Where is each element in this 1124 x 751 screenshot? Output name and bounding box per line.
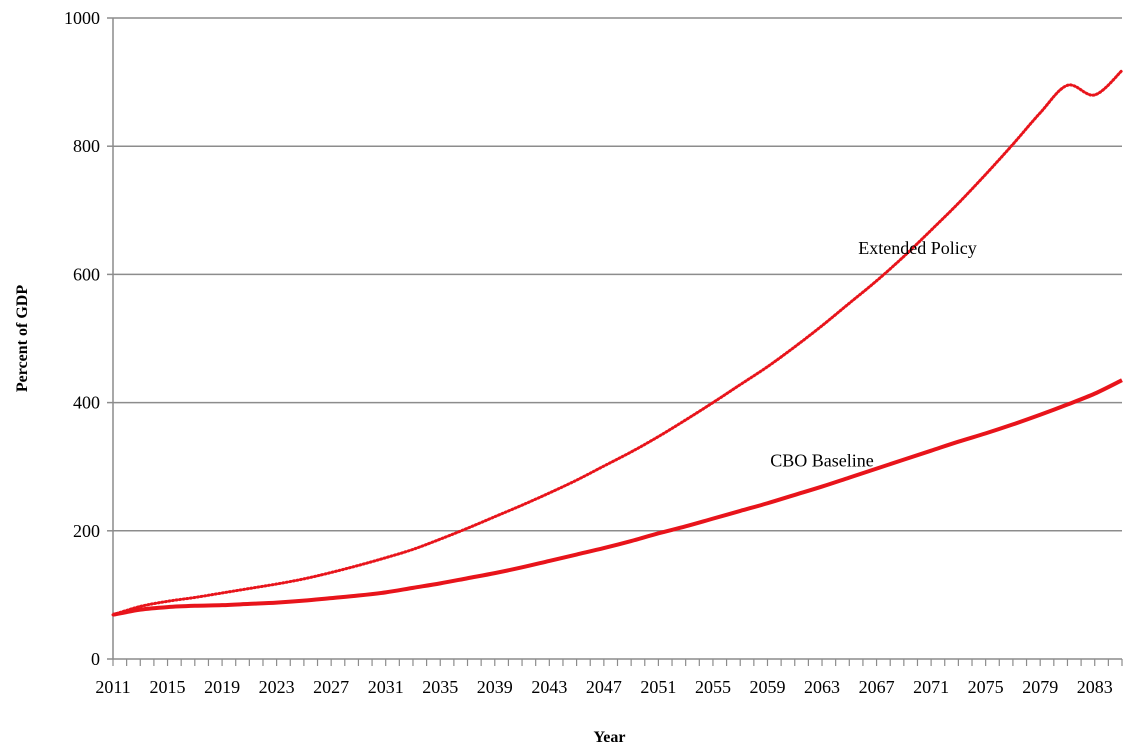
y-tick-label: 400 (73, 393, 100, 413)
x-tick-label: 2039 (477, 677, 513, 697)
x-tick-label: 2071 (913, 677, 949, 697)
gridlines (113, 17, 1122, 532)
x-tick-label: 2079 (1022, 677, 1058, 697)
x-tick-label: 2023 (259, 677, 295, 697)
x-tick-label: 2011 (95, 677, 130, 697)
x-tick-label: 2043 (531, 677, 567, 697)
x-tick-label: 2027 (313, 677, 349, 697)
y-tick-label: 600 (73, 264, 100, 284)
x-tick-label: 2075 (968, 677, 1004, 697)
x-tick-label: 2015 (150, 677, 186, 697)
x-tick-label: 2059 (749, 677, 785, 697)
series-line-cbo-baseline (112, 378, 1123, 617)
y-tick-label: 1000 (64, 8, 100, 28)
labels: Extended Policy CBO Baseline (770, 238, 976, 471)
x-tick-label: 2035 (422, 677, 458, 697)
y-tick-label: 0 (91, 649, 100, 669)
axes: 0 200 400 600 800 1000 2011 2015 2019 2023 2027 203… (64, 8, 1123, 697)
x-tick-label: 2031 (368, 677, 404, 697)
series-lines (111, 69, 1124, 617)
series-annotation: CBO Baseline (770, 451, 874, 471)
x-tick-label: 2067 (859, 677, 895, 697)
x-tick-label: 2019 (204, 677, 240, 697)
x-tick-label: 2051 (640, 677, 676, 697)
x-tick-label: 2047 (586, 677, 622, 697)
x-tick-label: 2055 (695, 677, 731, 697)
y-tick-label: 200 (73, 521, 100, 541)
x-axis-title: Year (594, 729, 626, 746)
y-tick-label: 800 (73, 136, 100, 156)
x-tick-label: 2063 (804, 677, 840, 697)
y-axis-title: Percent of GDP (14, 285, 31, 392)
series-annotation: Extended Policy (858, 238, 976, 258)
series-line-extended-policy (111, 69, 1124, 617)
x-tick-label: 2083 (1077, 677, 1113, 697)
